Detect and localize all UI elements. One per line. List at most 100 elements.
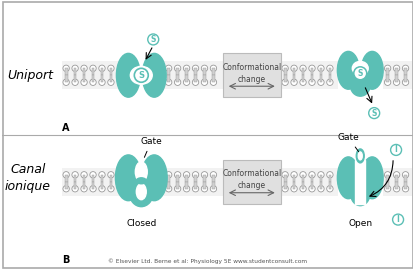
Circle shape	[81, 172, 87, 178]
Bar	[91, 182, 94, 189]
Bar	[382, 168, 411, 196]
Circle shape	[210, 79, 216, 85]
Bar	[222, 53, 280, 97]
Circle shape	[72, 65, 78, 72]
Bar	[328, 68, 330, 75]
Bar	[176, 68, 178, 75]
Text: Gate: Gate	[337, 133, 358, 152]
Circle shape	[326, 172, 332, 178]
Text: © Elsevier Ltd. Berne et al: Physiology 5E www.studentconsult.com: © Elsevier Ltd. Berne et al: Physiology …	[108, 259, 307, 264]
Ellipse shape	[337, 51, 358, 89]
Ellipse shape	[129, 179, 153, 207]
Bar	[354, 160, 364, 204]
Bar	[385, 68, 388, 75]
Circle shape	[63, 185, 69, 192]
Text: Uniport: Uniport	[7, 69, 53, 82]
Text: B: B	[62, 255, 69, 265]
Circle shape	[165, 172, 171, 178]
Circle shape	[392, 214, 403, 225]
Circle shape	[201, 65, 207, 72]
Bar	[301, 75, 304, 82]
Circle shape	[308, 185, 314, 192]
Bar	[301, 175, 304, 182]
Circle shape	[201, 185, 207, 192]
Bar	[211, 182, 214, 189]
Ellipse shape	[351, 61, 367, 75]
Bar	[194, 68, 197, 75]
Bar	[100, 75, 103, 82]
Circle shape	[183, 172, 189, 178]
Text: ionique: ionique	[5, 180, 51, 193]
Bar	[301, 182, 304, 189]
Ellipse shape	[361, 157, 382, 199]
Circle shape	[317, 172, 323, 178]
Circle shape	[326, 65, 332, 72]
Ellipse shape	[136, 178, 146, 184]
Bar	[83, 182, 85, 189]
Bar	[83, 75, 85, 82]
Bar	[167, 75, 170, 82]
Circle shape	[308, 79, 314, 85]
Circle shape	[299, 172, 306, 178]
Bar	[310, 68, 313, 75]
Circle shape	[107, 65, 114, 72]
Bar	[301, 68, 304, 75]
Circle shape	[290, 65, 297, 72]
Bar	[185, 175, 188, 182]
Circle shape	[90, 185, 96, 192]
Bar	[394, 68, 397, 75]
Circle shape	[174, 65, 180, 72]
Bar	[109, 182, 112, 189]
Circle shape	[392, 65, 399, 72]
Circle shape	[390, 144, 401, 156]
Circle shape	[174, 79, 180, 85]
Circle shape	[147, 34, 158, 45]
Circle shape	[210, 172, 216, 178]
Bar	[185, 68, 188, 75]
Circle shape	[63, 79, 69, 85]
Circle shape	[353, 67, 366, 80]
Circle shape	[81, 65, 87, 72]
Ellipse shape	[130, 66, 152, 84]
Bar	[283, 182, 286, 189]
Bar	[328, 75, 330, 82]
Circle shape	[392, 79, 399, 85]
Bar	[83, 68, 85, 75]
Bar	[394, 182, 397, 189]
Text: S: S	[138, 71, 144, 80]
Bar	[64, 175, 67, 182]
Circle shape	[174, 172, 180, 178]
Circle shape	[401, 185, 408, 192]
Bar	[292, 75, 295, 82]
Bar	[74, 182, 76, 189]
Bar	[74, 75, 76, 82]
Bar	[310, 182, 313, 189]
Circle shape	[392, 172, 399, 178]
Circle shape	[107, 79, 114, 85]
Circle shape	[401, 65, 408, 72]
Bar	[403, 175, 406, 182]
Circle shape	[210, 65, 216, 72]
Ellipse shape	[361, 51, 382, 89]
Circle shape	[201, 172, 207, 178]
Circle shape	[317, 185, 323, 192]
Bar	[283, 175, 286, 182]
Circle shape	[192, 185, 198, 192]
Ellipse shape	[337, 157, 358, 199]
Bar	[64, 68, 67, 75]
Circle shape	[183, 185, 189, 192]
Bar	[403, 75, 406, 82]
Bar	[176, 182, 178, 189]
Bar	[164, 61, 222, 89]
Bar	[176, 175, 178, 182]
Bar	[211, 175, 214, 182]
Ellipse shape	[116, 53, 140, 97]
Bar	[394, 175, 397, 182]
Circle shape	[107, 185, 114, 192]
Circle shape	[192, 172, 198, 178]
Circle shape	[165, 65, 171, 72]
Bar	[292, 68, 295, 75]
Bar	[385, 182, 388, 189]
Circle shape	[165, 79, 171, 85]
Circle shape	[90, 65, 96, 72]
